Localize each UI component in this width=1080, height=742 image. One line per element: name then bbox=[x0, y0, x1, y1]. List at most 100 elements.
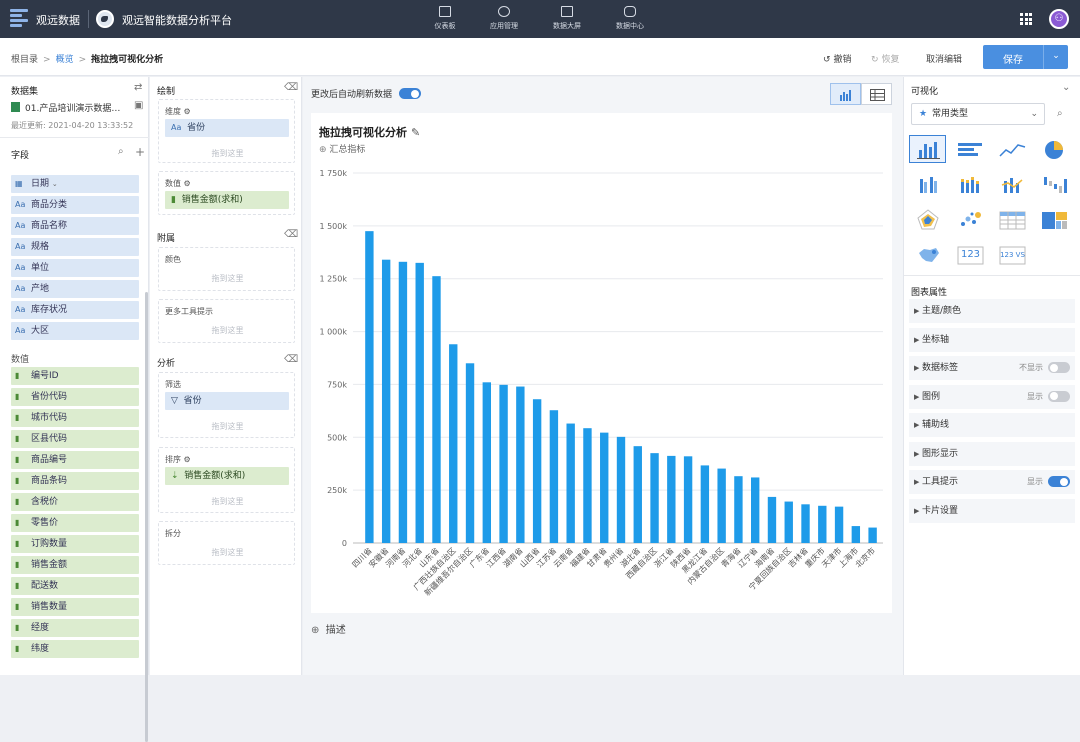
bar[interactable] bbox=[432, 276, 441, 543]
color-dropzone[interactable]: 颜色 拖到这里 bbox=[158, 247, 295, 291]
nav-datacenter[interactable]: 数据中心 bbox=[600, 4, 660, 31]
clear-icon[interactable]: ⌫ bbox=[284, 354, 299, 365]
bar[interactable] bbox=[465, 363, 475, 543]
bar[interactable] bbox=[717, 468, 726, 543]
dimension-dropzone[interactable]: 维度 ⚙ Aa 省份 拖到这里 bbox=[158, 99, 295, 163]
bar[interactable] bbox=[583, 428, 592, 543]
save-button[interactable]: 保存 ⌄ bbox=[983, 45, 1068, 69]
property-item[interactable]: ▶ 辅助线 bbox=[909, 413, 1075, 437]
nav-screen[interactable]: 数据大屏 bbox=[537, 4, 597, 31]
bar[interactable] bbox=[851, 526, 861, 543]
bar[interactable] bbox=[482, 382, 491, 543]
field-item[interactable]: Aa 库存状况 bbox=[11, 301, 139, 319]
line-chart-icon[interactable] bbox=[993, 135, 1030, 163]
chevron-down-icon[interactable]: ⌄ bbox=[1043, 45, 1068, 69]
property-item[interactable]: ▶ 数据标签 不显示 bbox=[909, 356, 1075, 380]
chevron-down-icon[interactable]: ⌄ bbox=[1062, 82, 1071, 93]
nav-dashboard[interactable]: 仪表板 bbox=[415, 4, 475, 31]
logo-icon[interactable] bbox=[10, 9, 28, 29]
bar[interactable] bbox=[751, 477, 760, 543]
bar[interactable] bbox=[415, 262, 424, 543]
redo-button[interactable]: ↻ 恢复 bbox=[871, 52, 900, 65]
property-item[interactable]: ▶ 工具提示 显示 bbox=[909, 470, 1075, 494]
property-item[interactable]: ▶ 卡片设置 bbox=[909, 498, 1075, 523]
property-item[interactable]: ▶ 坐标轴 bbox=[909, 327, 1075, 352]
undo-button[interactable]: ↺ 撤销 bbox=[823, 52, 852, 65]
field-item[interactable]: ▮ 省份代码 bbox=[11, 388, 139, 406]
field-item[interactable]: Aa 商品分类 bbox=[11, 196, 139, 214]
switch-dataset-icon[interactable]: ⇄ bbox=[134, 82, 143, 93]
bar-chart-icon[interactable] bbox=[909, 135, 946, 163]
horizontal-bar-icon[interactable] bbox=[951, 135, 988, 163]
bar[interactable] bbox=[818, 505, 827, 543]
radar-chart-icon[interactable] bbox=[909, 205, 946, 233]
field-item[interactable]: ▦ 日期 ⌄ bbox=[11, 175, 139, 193]
bar[interactable] bbox=[616, 436, 626, 543]
bar[interactable] bbox=[381, 259, 391, 543]
dataset-name[interactable]: 01.产品培训演示数据… bbox=[11, 101, 120, 114]
bar[interactable] bbox=[734, 476, 743, 543]
filter-dropzone[interactable]: 筛选 ▽ 省份 拖到这里 bbox=[158, 372, 295, 438]
kpi-compare-icon[interactable]: 123 VS bbox=[993, 240, 1030, 268]
bar[interactable] bbox=[683, 456, 693, 543]
map-icon[interactable] bbox=[909, 240, 946, 268]
search-icon[interactable]: ⌕ bbox=[1057, 108, 1063, 119]
field-item[interactable]: ▮ 经度 bbox=[11, 619, 139, 637]
clear-icon[interactable]: ⌫ bbox=[284, 82, 299, 93]
bar[interactable] bbox=[600, 432, 609, 543]
bar[interactable] bbox=[667, 455, 676, 543]
avatar[interactable]: ⚇ bbox=[1049, 9, 1069, 29]
sort-pill[interactable]: ⇣ 销售金额(求和) bbox=[165, 467, 289, 485]
bar[interactable] bbox=[767, 496, 777, 543]
bar[interactable] bbox=[650, 453, 659, 543]
kpi-number-icon[interactable]: 123 bbox=[951, 240, 988, 268]
waterfall-icon[interactable] bbox=[1035, 170, 1072, 198]
split-dropzone[interactable]: 拆分 拖到这里 bbox=[158, 521, 295, 565]
field-item[interactable]: ▮ 商品条码 bbox=[11, 472, 139, 490]
add-metric-button[interactable]: ⊕ 汇总指标 bbox=[319, 145, 366, 155]
bar[interactable] bbox=[398, 261, 408, 543]
grouped-bar-icon[interactable] bbox=[909, 170, 946, 198]
chart-title[interactable]: 拖拉拽可视化分析 ✎ bbox=[319, 126, 421, 139]
field-item[interactable]: Aa 单位 bbox=[11, 259, 139, 277]
description-button[interactable]: ⊕ 描述 bbox=[311, 625, 346, 636]
chevron-down-icon[interactable]: ⌄ bbox=[51, 180, 58, 188]
dimension-pill[interactable]: Aa 省份 bbox=[165, 119, 289, 137]
chart-view-button[interactable] bbox=[830, 83, 861, 105]
property-toggle[interactable] bbox=[1048, 476, 1070, 487]
field-item[interactable]: ▮ 订购数量 bbox=[11, 535, 139, 553]
filter-pill[interactable]: ▽ 省份 bbox=[165, 392, 289, 410]
preview-icon[interactable]: ▣ bbox=[134, 100, 144, 111]
pie-chart-icon[interactable] bbox=[1035, 135, 1072, 163]
brand-name[interactable]: 观远数据 bbox=[36, 14, 80, 27]
sort-dropzone[interactable]: 排序 ⚙ ⇣ 销售金额(求和) 拖到这里 bbox=[158, 447, 295, 513]
breadcrumb-parent[interactable]: 概览 bbox=[55, 55, 74, 65]
bar[interactable] bbox=[449, 344, 458, 543]
field-item[interactable]: ▮ 编号ID bbox=[11, 367, 139, 385]
field-item[interactable]: Aa 商品名称 bbox=[11, 217, 139, 235]
property-toggle[interactable] bbox=[1048, 390, 1070, 402]
bar[interactable] bbox=[566, 423, 575, 543]
field-item[interactable]: ▮ 区县代码 bbox=[11, 430, 139, 448]
stacked-bar-icon[interactable] bbox=[951, 170, 988, 198]
bar[interactable] bbox=[516, 386, 525, 543]
field-item[interactable]: ▮ 商品编号 bbox=[11, 451, 139, 469]
bar[interactable] bbox=[633, 446, 642, 543]
table-view-button[interactable] bbox=[861, 83, 892, 105]
bar[interactable] bbox=[834, 506, 844, 543]
bar[interactable] bbox=[801, 504, 810, 543]
table-icon[interactable] bbox=[993, 205, 1030, 233]
clear-icon[interactable]: ⌫ bbox=[284, 229, 299, 240]
combo-chart-icon[interactable] bbox=[993, 170, 1030, 198]
auto-refresh-toggle[interactable] bbox=[399, 88, 421, 99]
property-item[interactable]: ▶ 图例 显示 bbox=[909, 384, 1075, 409]
property-toggle[interactable] bbox=[1048, 362, 1070, 373]
value-pill[interactable]: ▮ 销售金额(求和) bbox=[165, 191, 289, 209]
bar[interactable] bbox=[784, 501, 793, 543]
tooltip-dropzone[interactable]: 更多工具提示 拖到这里 bbox=[158, 299, 295, 343]
nav-apps[interactable]: 应用管理 bbox=[474, 4, 534, 31]
bar[interactable] bbox=[700, 465, 710, 543]
field-item[interactable]: ▮ 含税价 bbox=[11, 493, 139, 511]
bar[interactable] bbox=[365, 231, 374, 543]
